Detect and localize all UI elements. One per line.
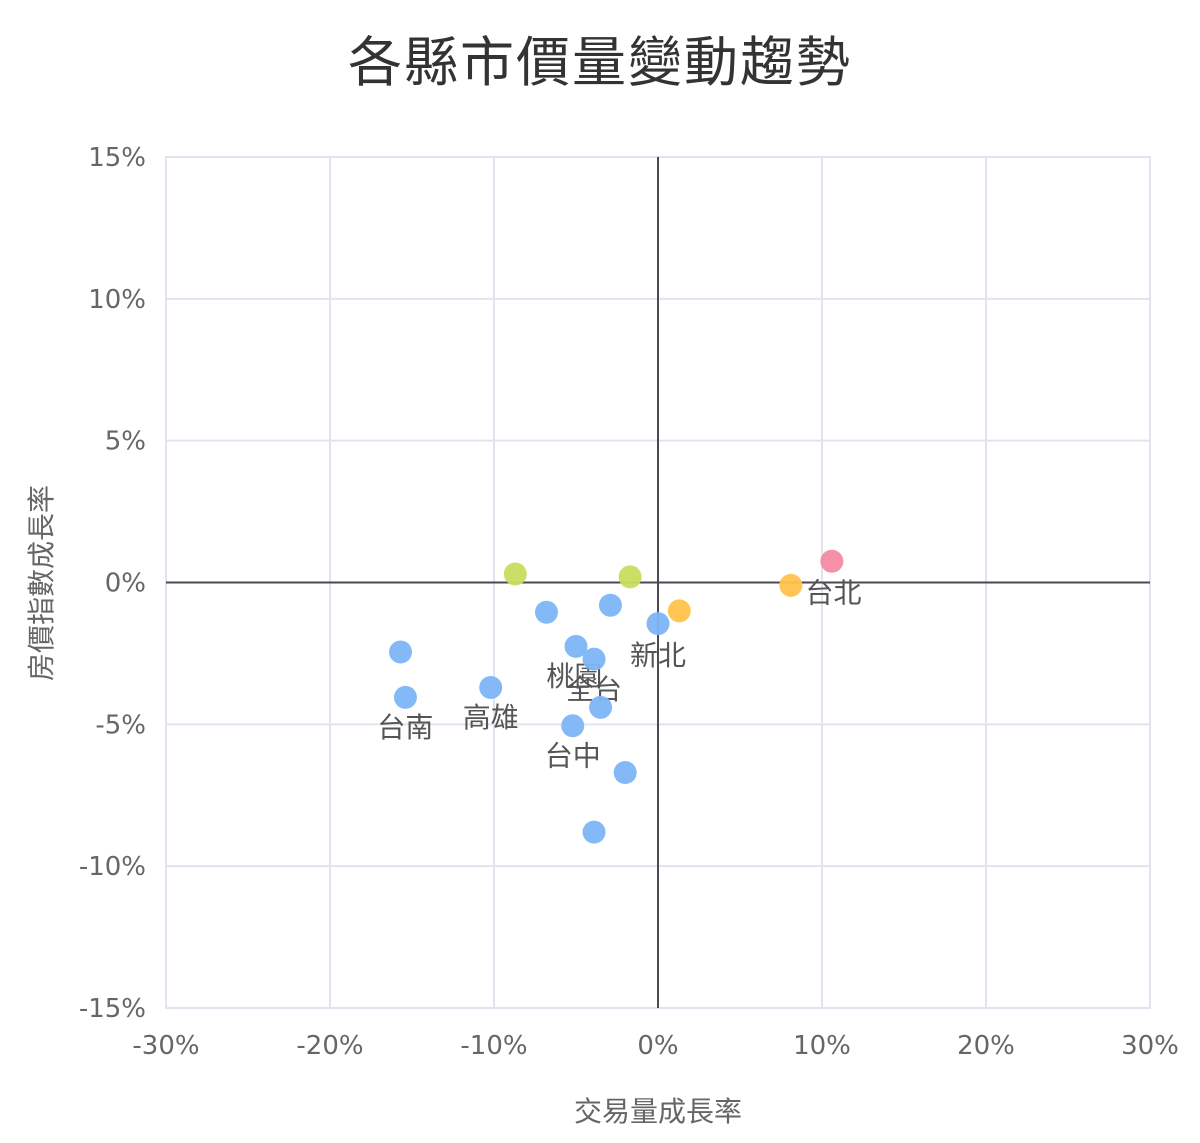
x-axis-label: 交易量成長率: [573, 1095, 742, 1128]
x-tick-label: -20%: [296, 1031, 363, 1061]
scatter-point: [564, 634, 588, 658]
x-tick-label: 30%: [1121, 1031, 1179, 1061]
chart-title: 各縣市價量變動趨勢: [348, 31, 852, 94]
scatter-point: [393, 685, 417, 709]
point-label: 台北: [805, 576, 861, 609]
scatter-point: [613, 761, 637, 785]
scatter-point: [646, 612, 670, 636]
x-tick-label: -10%: [460, 1031, 527, 1061]
y-tick-label: -5%: [95, 710, 146, 740]
x-tick-label: -30%: [132, 1031, 199, 1061]
y-tick-label: 5%: [105, 427, 146, 457]
scatter-point: [582, 647, 606, 671]
y-tick-label: 10%: [88, 285, 146, 315]
x-tick-label: 0%: [637, 1031, 678, 1061]
point-label: 台南: [377, 711, 433, 744]
y-tick-label: 15%: [88, 143, 146, 173]
scatter-point: [667, 599, 691, 623]
x-tick-label: 20%: [957, 1031, 1015, 1061]
y-tick-label: -15%: [79, 994, 146, 1024]
scatter-point: [389, 640, 413, 664]
point-label: 新北: [630, 639, 686, 672]
scatter-point: [618, 565, 642, 589]
scatter-point: [503, 562, 527, 586]
x-tick-label: 10%: [793, 1031, 851, 1061]
scatter-point: [582, 820, 606, 844]
scatter-point: [598, 593, 622, 617]
point-label: 高雄: [463, 701, 519, 734]
scatter-point: [479, 675, 503, 699]
scatter-point: [779, 573, 803, 597]
scatter-point: [589, 695, 613, 719]
y-tick-label: 0%: [105, 569, 146, 599]
scatter-point: [820, 549, 844, 573]
y-tick-label: -10%: [79, 852, 146, 882]
scatter-point: [534, 600, 558, 624]
scatter-point: [561, 714, 585, 738]
point-label: 台中: [545, 739, 601, 772]
y-axis-label: 房價指數成長率: [25, 484, 58, 682]
